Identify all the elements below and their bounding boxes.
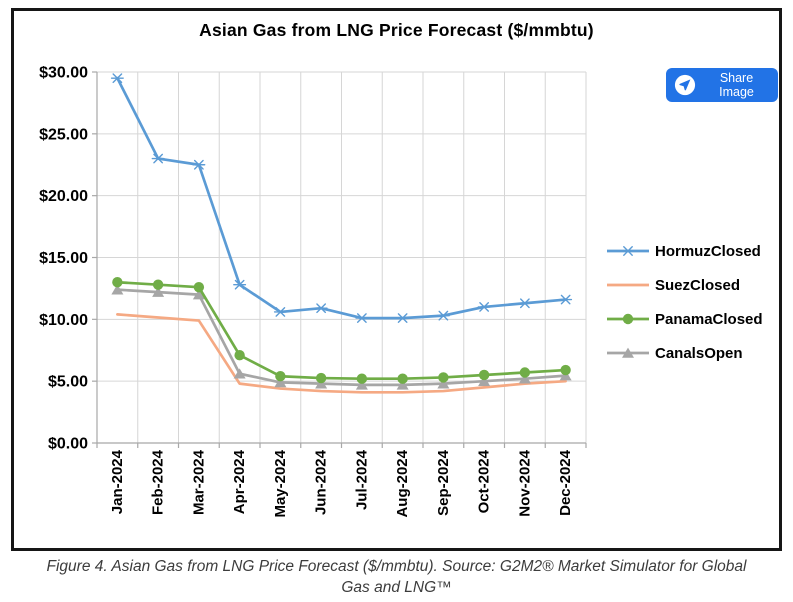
legend-label: CanalsOpen [655, 344, 743, 362]
y-axis-tick-label: $30.00 [39, 65, 88, 82]
y-axis-tick-label: $5.00 [48, 374, 88, 391]
x-axis-tick-label: Jan-2024 [109, 449, 126, 514]
share-image-label: Share Image [719, 71, 754, 99]
series-line-canalsopen [116, 288, 567, 387]
series-hormuzclosed [110, 73, 573, 323]
legend-item-canalsopen: CanalsOpen [606, 343, 786, 363]
x-axis-tick-label: Jul-2024 [353, 449, 370, 510]
legend-marker-dash-icon [607, 283, 649, 287]
y-axis-tick-label: $10.00 [39, 312, 88, 329]
x-axis-tick-label: Jun-2024 [313, 449, 330, 515]
x-axis-tick-label: May-2024 [272, 449, 289, 517]
series-line-suezclosed [116, 313, 567, 394]
x-axis-tick-label: Sep-2024 [435, 449, 452, 516]
legend-item-hormuzclosed: HormuzClosed [606, 241, 786, 261]
series-suezclosed [116, 313, 567, 394]
legend-item-panamaclosed: PanamaClosed [606, 309, 786, 329]
y-axis-tick-label: $25.00 [39, 126, 88, 143]
legend-label: SuezClosed [655, 276, 741, 294]
x-axis-tick-label: Dec-2024 [557, 449, 574, 516]
x-axis-tick-label: Nov-2024 [516, 449, 533, 516]
figure-caption-text: Figure 4. Asian Gas from LNG Price Forec… [46, 558, 747, 596]
series-panamaclosed [112, 277, 571, 384]
legend-marker-triangle-icon [607, 347, 649, 358]
x-axis-tick-label: Feb-2024 [150, 449, 167, 515]
price-chart: $0.00 $5.00 $10.00 $15.00 $20.00 $25.00 $30.00… [39, 65, 587, 518]
x-axis-tick-label: Oct-2024 [476, 449, 493, 513]
chart-title: Asian Gas from LNG Price Forecast ($/mmb… [199, 20, 594, 40]
x-axis-tick-label: Aug-2024 [394, 449, 411, 517]
share-image-button[interactable]: Share Image [666, 68, 778, 102]
x-axis-tick-label: Apr-2024 [231, 449, 248, 514]
series-line-hormuzclosed [116, 76, 567, 320]
legend: HormuzClosed SuezClosed PanamaClosed Canals… [606, 241, 786, 377]
paper-plane-icon [674, 74, 696, 96]
legend-marker-circle-icon [607, 313, 649, 325]
y-axis-tick-label: $20.00 [39, 188, 88, 205]
legend-item-suezclosed: SuezClosed [606, 275, 786, 295]
legend-label: PanamaClosed [655, 310, 763, 328]
x-axis-tick-label: Mar-2024 [190, 449, 207, 515]
figure-caption: Figure 4. Asian Gas from LNG Price Forec… [0, 556, 793, 598]
legend-marker-star-icon [607, 246, 649, 256]
y-axis-tick-label: $15.00 [39, 250, 88, 267]
series-line-panamaclosed [116, 280, 567, 381]
axes [92, 71, 587, 448]
chart-border-frame [11, 8, 782, 551]
gridlines [96, 71, 587, 444]
legend-label: HormuzClosed [655, 242, 761, 260]
y-axis-tick-label: $0.00 [48, 436, 88, 453]
series-canalsopen [111, 284, 572, 390]
